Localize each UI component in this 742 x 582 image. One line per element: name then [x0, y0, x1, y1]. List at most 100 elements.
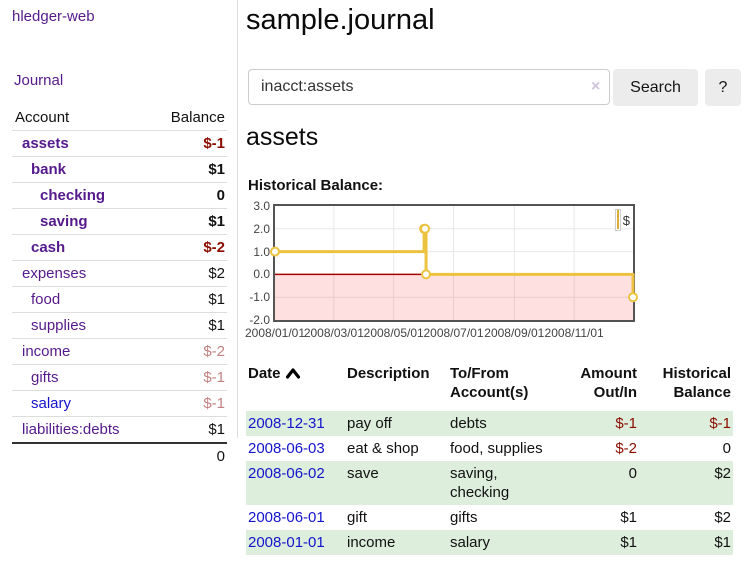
account-balance: $1 — [150, 156, 227, 183]
register-table: Date Description To/From Account(s) Amount … — [246, 362, 733, 555]
account-link[interactable]: cash — [31, 239, 66, 256]
register-row: 2008-06-02 save saving, checking 0 $2 — [246, 461, 733, 505]
account-row: liabilities:debts $1 — [12, 416, 227, 443]
register-column-header: Amount Out/In — [580, 365, 637, 401]
account-balance: $1 — [150, 286, 227, 313]
y-axis-tick-label: 1.0 — [253, 244, 270, 259]
transaction-accounts: salary — [450, 534, 491, 551]
legend-label: $ — [622, 212, 630, 228]
x-axis-tick-label: 2008/09/01 — [484, 326, 545, 340]
account-row: cash $-2 — [12, 234, 227, 261]
account-row: income $-2 — [12, 338, 227, 365]
spacer — [12, 442, 151, 469]
legend-color-swatch — [616, 210, 619, 229]
transaction-accounts: saving, checking — [450, 465, 510, 501]
accounts-total-row: 0 — [12, 442, 227, 469]
account-link[interactable]: expenses — [22, 265, 87, 282]
accounts-total-balance: 0 — [150, 442, 227, 469]
account-balance: $-1 — [150, 130, 227, 157]
register-row: 2008-12-31 pay off debts $-1 $-1 — [246, 411, 733, 436]
transaction-date-link[interactable]: 2008-12-31 — [248, 415, 325, 432]
account-link[interactable]: bank — [31, 161, 67, 178]
register-header-row: Date Description To/From Account(s) Amount … — [246, 362, 733, 411]
account-link[interactable]: liabilities:debts — [22, 421, 120, 438]
clear-search-icon[interactable]: × — [591, 78, 601, 95]
account-balance: $-1 — [150, 390, 227, 417]
help-button[interactable]: ? — [705, 69, 741, 106]
account-balance: $-2 — [150, 234, 227, 261]
account-link[interactable]: saving — [40, 213, 88, 230]
transaction-date-link[interactable]: 2008-06-03 — [248, 440, 325, 457]
transaction-amount: 0 — [628, 465, 637, 482]
account-link[interactable]: checking — [40, 187, 106, 204]
y-axis-tick-label: 2.0 — [253, 221, 270, 236]
transaction-accounts: gifts — [450, 509, 478, 526]
y-axis-tick-label: 0.0 — [253, 267, 270, 282]
account-balance: $1 — [150, 208, 227, 235]
account-link[interactable]: assets — [22, 135, 69, 152]
register-row: 2008-01-01 income salary $1 $1 — [246, 530, 733, 555]
sidebar-item-journal[interactable]: Journal — [14, 72, 64, 89]
account-balance: $-2 — [150, 338, 227, 365]
account-row: gifts $-1 — [12, 364, 227, 391]
transaction-description: eat & shop — [347, 440, 419, 457]
transaction-description: income — [347, 534, 396, 551]
register-row: 2008-06-01 gift gifts $1 $2 — [246, 505, 733, 530]
data-point-marker — [420, 223, 431, 234]
transaction-balance: 0 — [722, 440, 731, 457]
account-link[interactable]: supplies — [31, 317, 87, 334]
transaction-description: pay off — [347, 415, 392, 432]
search-input[interactable] — [248, 69, 610, 105]
account-row: bank $1 — [12, 156, 227, 183]
chart-plot-area[interactable]: $ — [270, 204, 638, 322]
app-brand-link[interactable]: hledger-web — [12, 8, 95, 25]
transaction-amount: $-1 — [615, 415, 637, 432]
search-button[interactable]: Search — [613, 69, 698, 106]
transaction-date-link[interactable]: 2008-06-02 — [248, 465, 325, 482]
data-point-marker — [421, 269, 432, 280]
account-link[interactable]: income — [22, 343, 71, 360]
account-link[interactable]: salary — [31, 395, 72, 412]
transaction-amount: $1 — [620, 509, 637, 526]
register-column-header: Date — [246, 362, 345, 411]
page-title: sample.journal — [246, 4, 435, 36]
account-link[interactable]: gifts — [31, 369, 59, 386]
data-point-marker — [270, 246, 280, 257]
transaction-balance: $1 — [714, 534, 731, 551]
x-axis-tick-label: 2008/11/01 — [544, 326, 604, 340]
data-point-marker — [628, 292, 638, 303]
x-axis-tick-label: 2008/03/01 — [303, 326, 364, 340]
account-row: salary $-1 — [12, 390, 227, 417]
account-row: expenses $2 — [12, 260, 227, 287]
x-axis-tick-label: 2008/01/01 — [244, 326, 306, 340]
transaction-accounts: food, supplies — [450, 440, 543, 457]
account-balance: $1 — [150, 416, 227, 443]
chart-title: Historical Balance: — [248, 177, 384, 194]
sidebar-divider — [237, 0, 238, 438]
x-axis-tick-label: 2008/07/01 — [423, 326, 484, 340]
transaction-date-link[interactable]: 2008-01-01 — [248, 534, 325, 551]
historical-balance-chart: $ 3.0 2.0 1.0 0.0 -1.0 -2.0 2008/01/01 2008/03… — [244, 198, 742, 344]
transaction-balance: $2 — [714, 509, 731, 526]
legend-swatch-box — [614, 209, 621, 231]
register-row: 2008-06-03 eat & shop food, supplies $-2… — [246, 436, 733, 461]
account-row: assets $-1 — [12, 130, 227, 157]
transaction-balance: $2 — [714, 465, 731, 482]
x-axis-tick-label: 2008/05/01 — [363, 326, 424, 340]
account-heading: assets — [246, 123, 319, 151]
transaction-date-link[interactable]: 2008-06-01 — [248, 509, 325, 526]
chart-legend: $ — [614, 209, 630, 231]
account-row: food $1 — [12, 286, 227, 313]
register-column-header: To/From Account(s) — [450, 365, 529, 401]
y-axis-tick-label: 3.0 — [253, 199, 270, 213]
account-balance: $2 — [150, 260, 227, 287]
accounts-header-balance: Balance — [170, 109, 225, 126]
transaction-amount: $1 — [620, 534, 637, 551]
y-axis-tick-label: -2.0 — [249, 313, 270, 327]
account-balance: 0 — [150, 182, 227, 209]
transaction-accounts: debts — [450, 415, 487, 432]
transaction-description: save — [347, 465, 379, 482]
account-row: checking 0 — [12, 182, 227, 209]
account-link[interactable]: food — [31, 291, 61, 308]
transaction-description: gift — [347, 509, 368, 526]
